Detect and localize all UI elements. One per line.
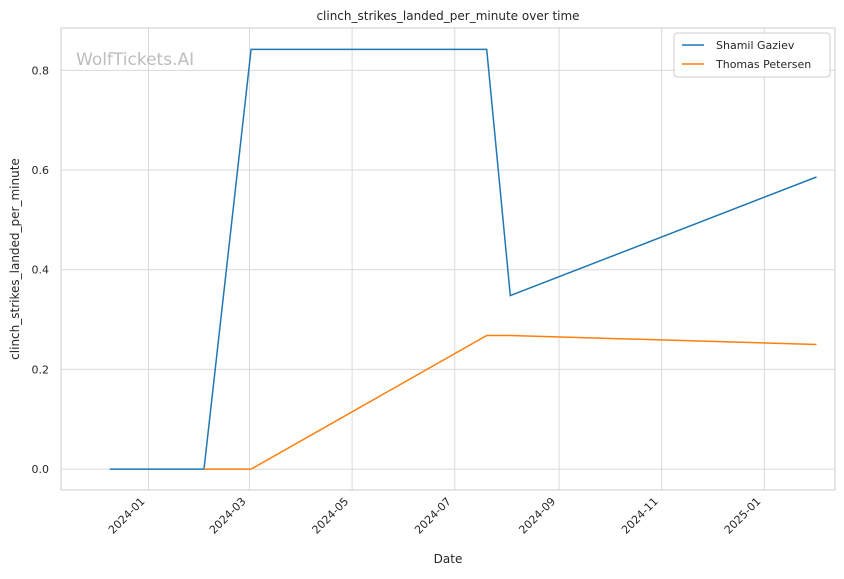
grid-lines xyxy=(61,28,835,490)
chart-title: clinch_strikes_landed_per_minute over ti… xyxy=(316,9,579,23)
legend-label: Thomas Petersen xyxy=(715,58,811,71)
series-line xyxy=(204,334,817,470)
y-axis-label: clinch_strikes_landed_per_minute xyxy=(8,158,22,360)
legend-label: Shamil Gaziev xyxy=(716,39,795,52)
series-line xyxy=(109,48,817,470)
x-axis-label: Date xyxy=(434,552,463,566)
series-lines xyxy=(109,48,817,470)
legend-box xyxy=(673,32,831,78)
plot-area xyxy=(60,27,836,491)
watermark-text: WolfTickets.AI xyxy=(76,50,194,70)
y-tick-label: 0.8 xyxy=(32,64,50,77)
y-tick-label: 0.2 xyxy=(32,363,50,376)
y-tick-label: 0.6 xyxy=(32,164,50,177)
y-tick-label: 0.0 xyxy=(32,463,50,476)
legend: Shamil Gaziev Thomas Petersen xyxy=(673,32,831,78)
y-tick-label: 0.4 xyxy=(32,264,50,277)
